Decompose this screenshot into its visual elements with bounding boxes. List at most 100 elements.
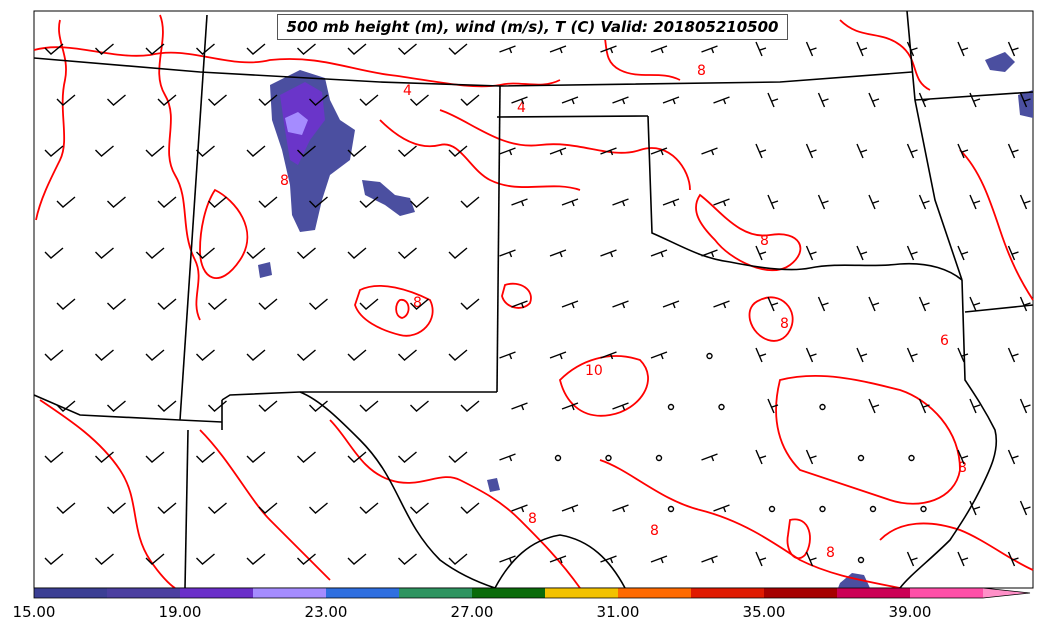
wind-barb bbox=[918, 194, 930, 210]
wind-barb bbox=[957, 143, 969, 159]
wind-barb bbox=[499, 453, 516, 462]
wind-barb bbox=[145, 43, 165, 55]
wind-barb bbox=[95, 553, 114, 565]
boundary-line bbox=[899, 279, 998, 589]
wind-barb bbox=[600, 45, 617, 54]
wind-barb bbox=[650, 351, 668, 360]
wind-barb bbox=[713, 300, 730, 309]
wind-barb bbox=[612, 198, 629, 207]
wind-barb bbox=[612, 300, 629, 309]
colorbar-segment bbox=[910, 588, 984, 598]
contour-label: 8 bbox=[650, 523, 659, 539]
wind-barb bbox=[56, 400, 76, 412]
wind-barb bbox=[561, 402, 579, 411]
wind-barb bbox=[208, 196, 227, 208]
wind-barb bbox=[258, 400, 278, 412]
wind-barb bbox=[805, 347, 817, 363]
wind-barb bbox=[44, 451, 64, 463]
boundary-line bbox=[496, 85, 501, 393]
wind-barb bbox=[246, 145, 266, 157]
wind-barb bbox=[95, 43, 114, 55]
wind-barb bbox=[410, 196, 429, 208]
wind-barb bbox=[297, 349, 316, 361]
contour-line bbox=[395, 299, 410, 319]
wind-barb bbox=[817, 296, 829, 312]
contour-label: 8 bbox=[826, 545, 835, 561]
wind-barb bbox=[511, 300, 528, 309]
wind-barb bbox=[767, 296, 779, 312]
colorbar-tick-label: 39.00 bbox=[888, 603, 932, 621]
wind-barb bbox=[511, 504, 528, 513]
wind-barb bbox=[561, 96, 579, 105]
wind-barb bbox=[1019, 194, 1031, 210]
wind-barb bbox=[107, 502, 126, 514]
wind-barb bbox=[95, 349, 114, 361]
wind-barb bbox=[856, 143, 868, 159]
wind-barb bbox=[755, 143, 767, 159]
wind-barb bbox=[499, 555, 516, 564]
wind-barb bbox=[767, 194, 779, 210]
wind-barb bbox=[297, 247, 316, 259]
contour-line bbox=[786, 518, 811, 560]
wind-barb bbox=[196, 247, 215, 259]
contour-line bbox=[35, 19, 67, 221]
contour-label: 8 bbox=[958, 460, 967, 476]
wind-barb bbox=[906, 245, 918, 261]
wind-barb bbox=[398, 553, 417, 565]
wind-barb bbox=[44, 247, 64, 259]
wind-barb bbox=[359, 400, 379, 412]
wind-barb bbox=[95, 451, 114, 463]
wind-barb bbox=[713, 504, 730, 513]
wind-barb bbox=[612, 402, 629, 411]
wind-barb bbox=[56, 196, 76, 208]
contour-label: 8 bbox=[760, 233, 769, 249]
wind-barb bbox=[448, 247, 468, 259]
wind-barb bbox=[511, 402, 528, 411]
wind-barb bbox=[258, 94, 278, 106]
wind-barb bbox=[347, 43, 367, 55]
contour-line bbox=[748, 296, 794, 342]
wind-barb bbox=[410, 298, 429, 310]
wind-barb bbox=[44, 43, 64, 55]
wind-barb bbox=[612, 96, 629, 105]
wind-barb bbox=[817, 194, 829, 210]
boundary-line bbox=[906, 10, 963, 281]
wind-barb bbox=[650, 249, 668, 258]
precip-area-ne bbox=[985, 52, 1015, 72]
wind-barb bbox=[347, 349, 367, 361]
wind-barb bbox=[258, 298, 278, 310]
wind-barb bbox=[309, 502, 328, 514]
wind-barb bbox=[918, 398, 930, 414]
boundary-line bbox=[496, 115, 649, 118]
wind-barb bbox=[44, 145, 64, 157]
colorbar bbox=[33, 587, 1031, 599]
wind-barb bbox=[56, 298, 76, 310]
wind-barb bbox=[56, 502, 76, 514]
contour-label: 6 bbox=[940, 333, 949, 349]
wind-barb bbox=[460, 502, 480, 514]
colorbar-segment bbox=[837, 588, 911, 598]
wind-barb bbox=[107, 298, 126, 310]
wind-barb bbox=[499, 147, 516, 156]
wind-barb bbox=[856, 41, 868, 57]
wind-barb bbox=[650, 147, 668, 156]
wind-barb bbox=[701, 453, 718, 462]
state-boundaries bbox=[33, 10, 1034, 589]
wind-barb bbox=[196, 553, 215, 565]
wind-barb bbox=[398, 43, 417, 55]
calm-wind-marker bbox=[869, 505, 877, 513]
wind-barb bbox=[1007, 449, 1019, 465]
colorbar-tick-label: 23.00 bbox=[304, 603, 348, 621]
wind-barb bbox=[906, 41, 918, 57]
wind-barb bbox=[410, 502, 429, 514]
wind-barb bbox=[208, 400, 227, 412]
wind-barb bbox=[359, 502, 379, 514]
wind-barb bbox=[246, 451, 266, 463]
colorbar-tick-label: 15.00 bbox=[12, 603, 56, 621]
wind-barb bbox=[448, 145, 468, 157]
wind-barb bbox=[309, 94, 328, 106]
wind-barb bbox=[600, 351, 617, 360]
colorbar-segment bbox=[180, 588, 254, 598]
contour-line bbox=[33, 46, 561, 88]
